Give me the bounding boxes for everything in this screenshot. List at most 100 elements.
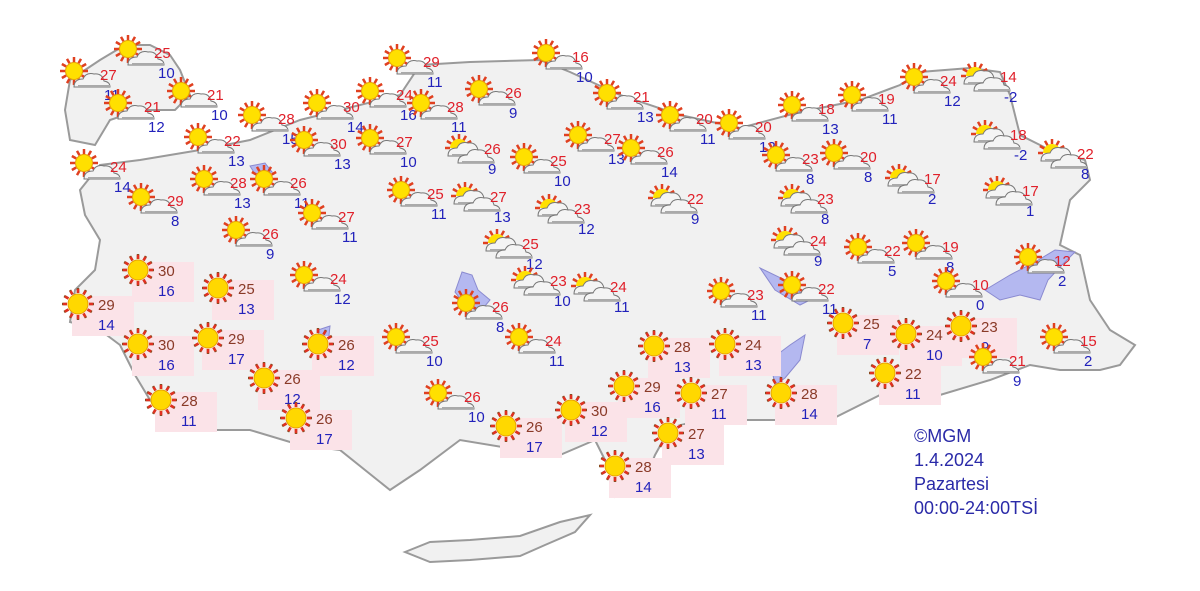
low-temp: 16 (158, 357, 175, 374)
partly-cloudy-icon (290, 126, 341, 157)
station-forecast: 24 9 (771, 226, 846, 280)
high-temp: 24 (940, 73, 957, 90)
station-forecast: 30 16 (122, 254, 198, 310)
high-temp: 26 (338, 337, 355, 354)
low-temp: 13 (608, 151, 625, 168)
station-forecast: 23 10 (511, 266, 586, 320)
station-forecast: 26 17 (490, 410, 566, 466)
station-forecast: 30 12 (555, 394, 631, 450)
high-temp: 27 (396, 134, 413, 151)
high-temp: 17 (924, 171, 941, 188)
station-forecast: 24 11 (571, 272, 646, 326)
station-forecast: 24 16 (356, 77, 432, 134)
station-forecast: 21 12 (104, 89, 180, 146)
sun-icon (122, 328, 154, 360)
low-temp: 2 (928, 191, 937, 208)
high-temp: 29 (228, 331, 245, 348)
low-temp: 11 (882, 111, 898, 128)
sun-icon (62, 288, 94, 320)
high-temp: 28 (801, 386, 818, 403)
partly-cloudy-icon (127, 183, 178, 214)
station-forecast: 22 11 (869, 357, 945, 413)
sun-icon (302, 328, 334, 360)
high-temp: 30 (158, 263, 175, 280)
station-forecast: 26 8 (452, 289, 528, 346)
station-forecast: 25 10 (510, 143, 586, 200)
station-forecast: 26 9 (465, 75, 541, 132)
high-temp: 23 (802, 151, 819, 168)
high-temp: 19 (878, 91, 895, 108)
high-temp: 25 (863, 316, 880, 333)
partly-cloudy-icon (844, 233, 895, 264)
mostly-cloudy-icon (885, 164, 935, 194)
high-temp: 28 (230, 175, 247, 192)
low-temp: 12 (526, 256, 543, 273)
low-temp: 14 (801, 406, 818, 423)
low-temp: 11 (614, 299, 630, 316)
low-temp: 14 (661, 164, 678, 181)
low-temp: 13 (228, 153, 245, 170)
partly-cloudy-icon (70, 149, 121, 180)
high-temp: 26 (526, 419, 543, 436)
partly-cloudy-icon (184, 123, 235, 154)
partly-cloudy-icon (303, 89, 354, 120)
high-temp: 28 (278, 111, 295, 128)
partly-cloudy-icon (382, 323, 433, 354)
station-forecast: 30 16 (122, 328, 198, 384)
partly-cloudy-icon (932, 267, 983, 298)
low-temp: 13 (234, 195, 251, 212)
low-temp: 11 (549, 353, 565, 370)
partly-cloudy-icon (383, 44, 434, 75)
station-forecast: 18 13 (778, 91, 854, 148)
sun-icon (638, 330, 670, 362)
sun-icon (945, 310, 977, 342)
high-temp: 29 (423, 54, 440, 71)
station-forecast: 28 14 (765, 377, 841, 433)
sun-icon (709, 328, 741, 360)
partly-cloudy-icon (707, 277, 758, 308)
low-temp: 13 (674, 359, 691, 376)
high-temp: 15 (1080, 333, 1097, 350)
high-temp: 29 (98, 297, 115, 314)
station-forecast: 10 0 (932, 267, 1008, 324)
high-temp: 22 (818, 281, 835, 298)
high-temp: 27 (338, 209, 355, 226)
station-forecast: 27 13 (564, 121, 640, 178)
mostly-cloudy-icon (961, 62, 1011, 92)
low-temp: 11 (751, 307, 767, 324)
high-temp: 10 (972, 277, 989, 294)
partly-cloudy-icon (1014, 243, 1065, 274)
sun-icon (599, 450, 631, 482)
low-temp: 11 (342, 229, 358, 246)
station-forecast: 17 2 (885, 164, 960, 218)
low-temp: 13 (688, 446, 705, 463)
low-temp: 1 (1026, 203, 1035, 220)
station-forecast: 27 11 (675, 377, 751, 433)
partly-cloudy-icon (250, 165, 301, 196)
station-forecast: 23 8 (762, 141, 838, 198)
period-text: 00:00-24:00TSİ (914, 498, 1039, 518)
low-temp: 8 (171, 213, 180, 230)
high-temp: 16 (572, 49, 589, 66)
partly-cloudy-icon (104, 89, 155, 120)
partly-cloudy-icon (290, 261, 341, 292)
low-temp: 14 (98, 317, 115, 334)
low-temp: 2 (1058, 273, 1067, 290)
high-temp: 27 (490, 189, 507, 206)
partly-cloudy-icon (617, 134, 668, 165)
high-temp: 25 (522, 236, 539, 253)
mostly-cloudy-icon (971, 120, 1021, 150)
partly-cloudy-icon (1040, 323, 1091, 354)
sun-icon (248, 362, 280, 394)
partly-cloudy-icon (356, 77, 407, 108)
sun-icon (202, 272, 234, 304)
high-temp: 27 (711, 386, 728, 403)
low-temp: 9 (691, 211, 700, 228)
high-temp: 24 (745, 337, 762, 354)
low-temp: 9 (266, 246, 275, 263)
sun-icon (608, 370, 640, 402)
high-temp: 25 (427, 186, 444, 203)
station-forecast: 26 14 (617, 134, 693, 191)
station-forecast: 25 10 (382, 323, 458, 380)
station-forecast: 25 7 (827, 307, 903, 363)
